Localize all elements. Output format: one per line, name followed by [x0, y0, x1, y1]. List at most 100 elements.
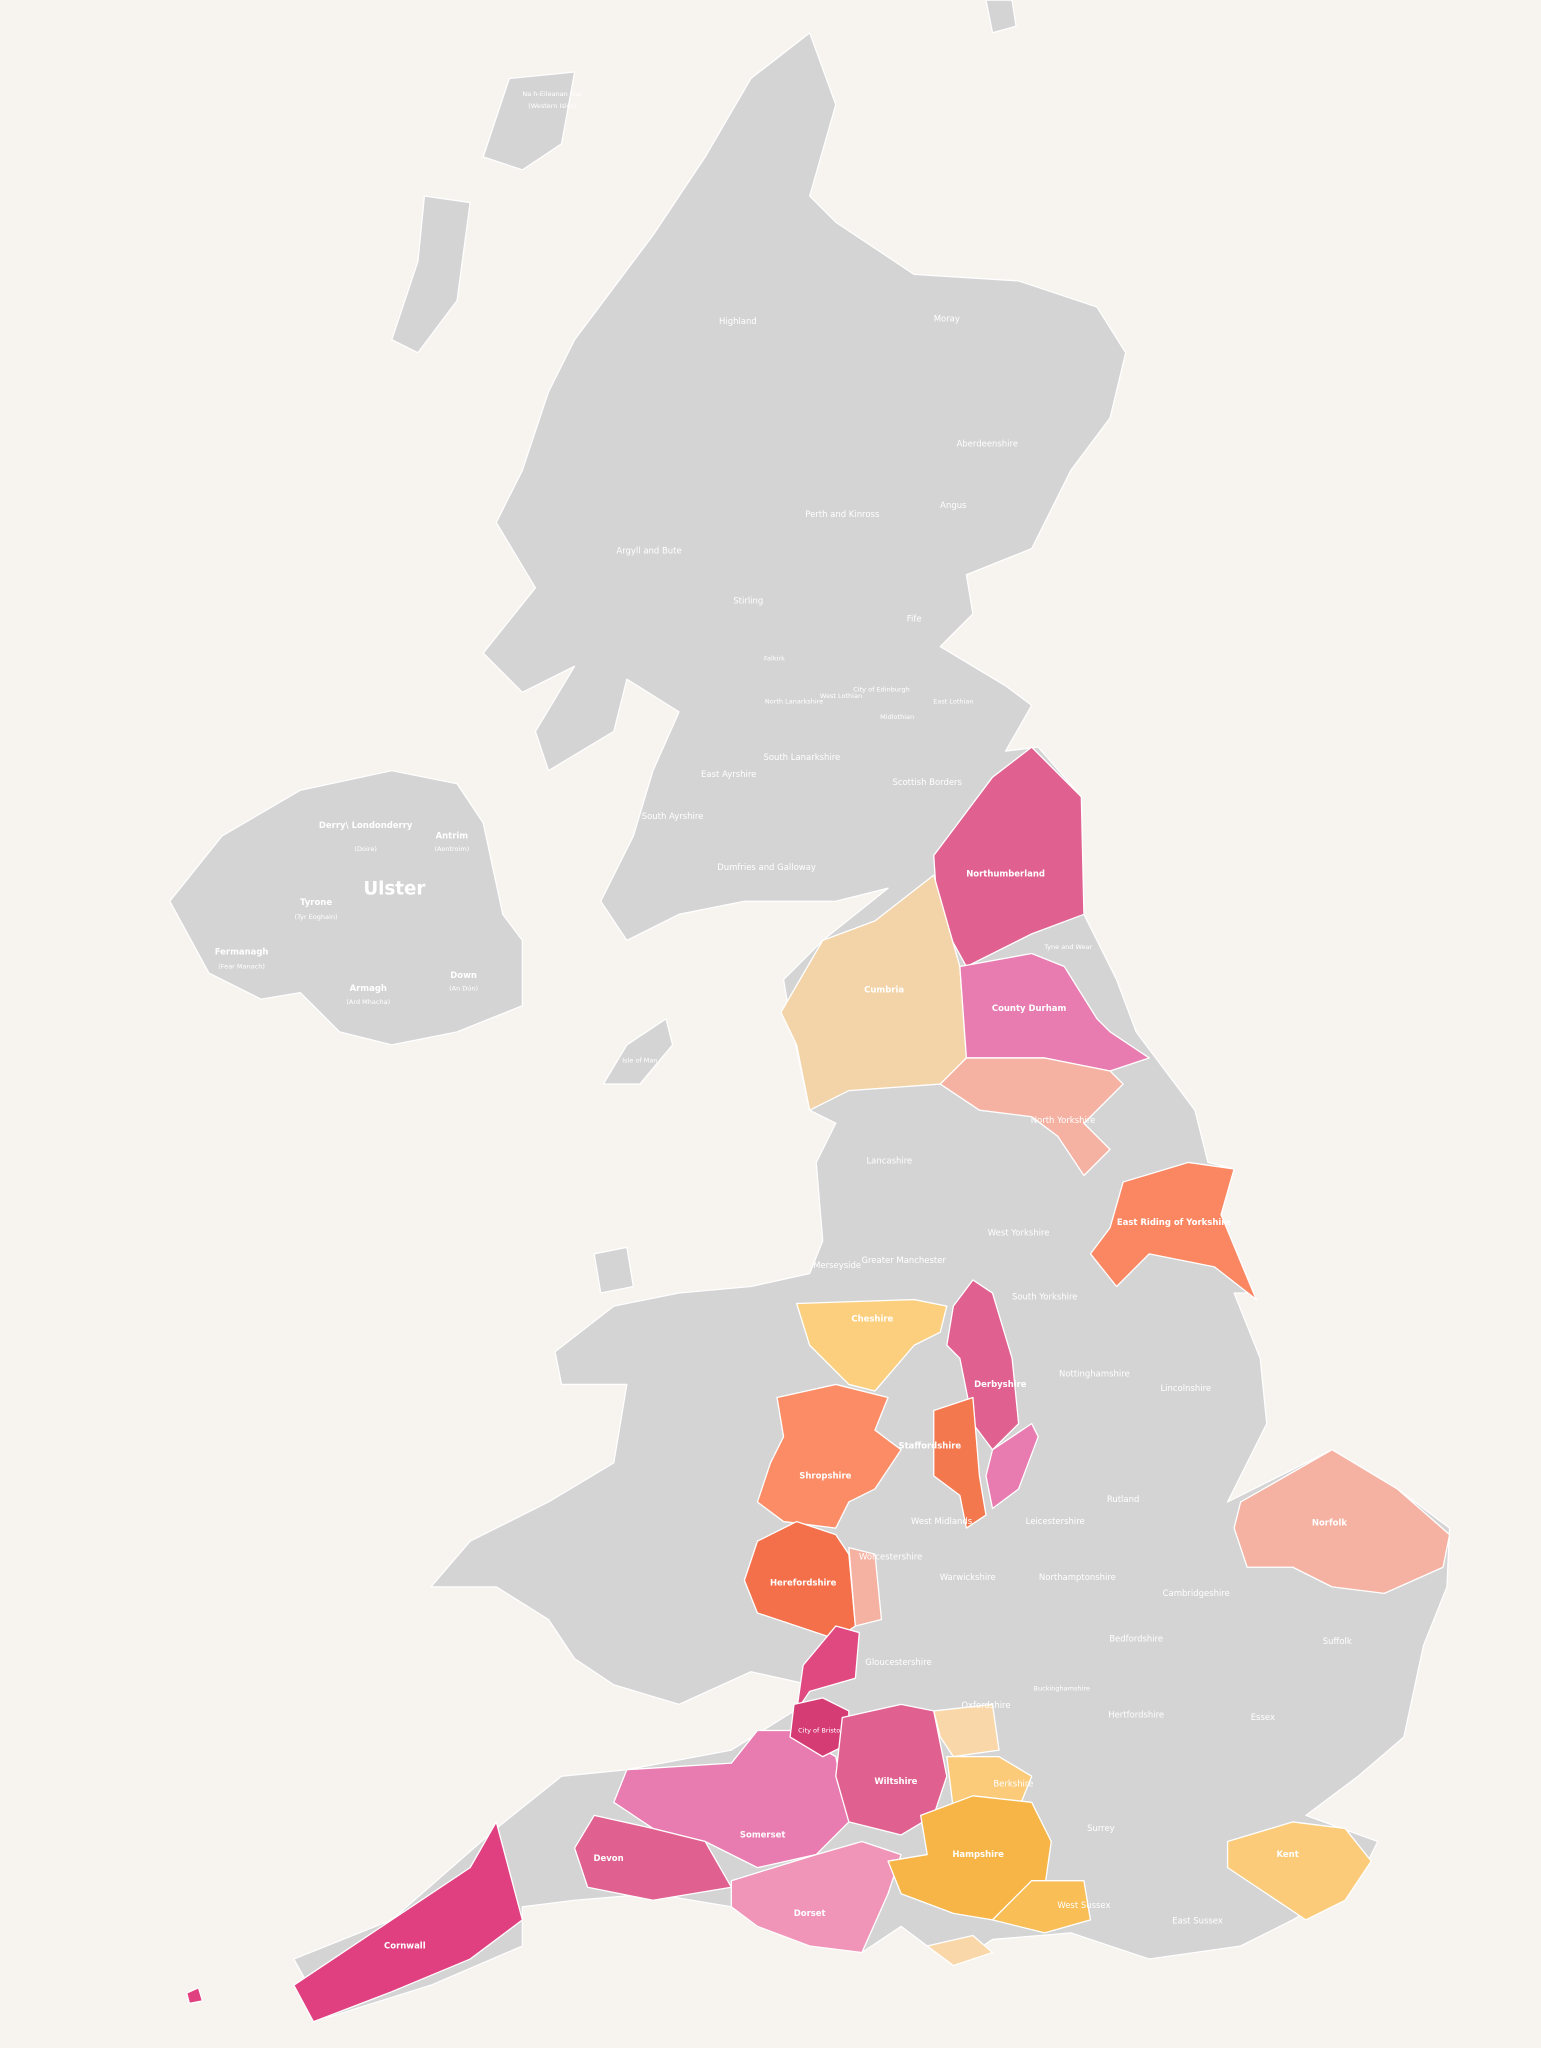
region-label: Worcestershire: [859, 1551, 922, 1561]
norfolk-area: [1233, 1449, 1451, 1595]
region-label: Dorset: [794, 1908, 826, 1918]
region-label: Armagh: [350, 983, 387, 993]
western-isles: [482, 71, 576, 171]
worcestershire-area: [848, 1547, 883, 1627]
labels: Na h-Eileanan Siar (Western Isles) Highl…: [215, 90, 1352, 1950]
northern-ireland: [169, 769, 524, 1046]
outer-hebrides-south: [391, 195, 471, 354]
region-label: Hampshire: [952, 1849, 1004, 1859]
region-label: East Ayrshire: [701, 769, 756, 779]
region-label: Angus: [940, 500, 966, 510]
cheshire-area: [795, 1298, 948, 1392]
region-label: Gloucestershire: [865, 1657, 931, 1667]
region-label: City of Edinburgh: [853, 686, 909, 694]
region-label: (Doire): [354, 845, 376, 853]
region-label: Cambridgeshire: [1163, 1588, 1230, 1598]
region-label: Midlothian: [880, 713, 914, 721]
region-label: Merseyside: [813, 1260, 861, 1270]
region-label: Falkirk: [764, 654, 785, 662]
east-riding-area: [1089, 1161, 1257, 1301]
region-label: (Western Isles): [528, 102, 576, 110]
region-label: (Tyr Eoghain): [295, 913, 338, 921]
leicestershire-area: [985, 1422, 1039, 1510]
region-label: Isle of Man: [622, 1057, 657, 1065]
region-label: Fermanagh: [215, 947, 269, 957]
region-label: East Riding of Yorkshire: [1117, 1217, 1232, 1227]
region-label: Aberdeenshire: [957, 439, 1019, 449]
region-label: Antrim: [436, 830, 469, 840]
berkshire-area: [946, 1755, 1033, 1810]
region-label: East Lothian: [933, 697, 973, 705]
shropshire-area: [756, 1383, 902, 1529]
region-label: Lancashire: [866, 1156, 912, 1166]
oxfordshire-area: [933, 1703, 1000, 1758]
region-label: Northumberland: [966, 868, 1045, 878]
region-label: West Sussex: [1057, 1900, 1110, 1910]
region-label: Oxfordshire: [961, 1700, 1010, 1710]
province-label: Ulster: [363, 878, 425, 899]
region-label: Cornwall: [384, 1940, 426, 1950]
region-label: Stirling: [733, 595, 763, 605]
region-label: Cheshire: [851, 1314, 893, 1324]
region-label: Surrey: [1087, 1823, 1115, 1833]
region-label: Suffolk: [1323, 1636, 1352, 1646]
orkney: [985, 0, 1017, 34]
region-label: Nottinghamshire: [1059, 1368, 1130, 1378]
region-label: West Lothian: [820, 692, 862, 700]
region-label: Northamptonshire: [1039, 1572, 1116, 1582]
region-label: Perth and Kinross: [805, 509, 879, 519]
isle-of-wight-area: [926, 1934, 994, 1967]
region-label: Bedfordshire: [1109, 1634, 1163, 1644]
region-label: (An Dún): [449, 985, 478, 993]
kent-area: [1226, 1821, 1372, 1921]
region-label: Berkshire: [993, 1779, 1033, 1789]
region-label: South Ayrshire: [642, 811, 704, 821]
region-label: Norfolk: [1312, 1517, 1347, 1527]
derbyshire-area: [946, 1279, 1020, 1451]
region-label: Tyrone: [300, 897, 332, 907]
devon-area: [573, 1814, 732, 1901]
region-label: Shropshire: [799, 1470, 851, 1480]
north-yorkshire-area: [939, 1057, 1124, 1177]
region-label: West Yorkshire: [988, 1227, 1050, 1237]
isle-of-man: [602, 1018, 674, 1085]
region-label: Na h-Eileanan Siar: [522, 90, 582, 98]
region-label: City of Bristol: [798, 1727, 842, 1735]
region-label: Buckinghamshire: [1034, 1685, 1090, 1693]
region-label: (Fear Manach): [218, 963, 265, 971]
dorset-area: [730, 1840, 902, 1954]
region-label: North Yorkshire: [1031, 1115, 1096, 1125]
highlighted-counties: [186, 746, 1451, 2023]
region-label: Derbyshire: [974, 1379, 1027, 1389]
region-label: Greater Manchester: [861, 1255, 946, 1265]
region-label: Moray: [934, 313, 960, 323]
region-label: Kent: [1277, 1849, 1299, 1859]
region-label: Wiltshire: [874, 1776, 917, 1786]
region-label: North Lanarkshire: [765, 697, 823, 705]
region-label: Fife: [907, 614, 922, 624]
region-label: Lincolnshire: [1160, 1383, 1211, 1393]
region-label: Scottish Borders: [892, 777, 961, 787]
region-label: South Lanarkshire: [763, 752, 840, 762]
region-label: Hertfordshire: [1108, 1709, 1164, 1719]
region-label: Dumfries and Galloway: [717, 862, 816, 872]
staffordshire-area: [933, 1396, 987, 1529]
region-label: Rutland: [1107, 1494, 1139, 1504]
region-label: Cumbria: [864, 985, 904, 995]
region-label: Warwickshire: [940, 1572, 996, 1582]
region-label: Highland: [719, 316, 757, 326]
cornwall-area: [293, 1821, 524, 2023]
region-label: Essex: [1251, 1712, 1275, 1722]
region-label: County Durham: [992, 1003, 1067, 1013]
region-label: West Midlands: [911, 1516, 972, 1526]
west-sussex-area: [991, 1880, 1092, 1934]
region-label: Argyll and Bute: [616, 546, 681, 556]
scilly-area: [186, 1987, 204, 2005]
region-label: South Yorkshire: [1012, 1291, 1078, 1301]
region-label: East Sussex: [1172, 1916, 1223, 1926]
region-label: (Ard Mhacha): [346, 998, 390, 1006]
region-label: Herefordshire: [770, 1577, 837, 1587]
region-label: Staffordshire: [898, 1440, 961, 1450]
